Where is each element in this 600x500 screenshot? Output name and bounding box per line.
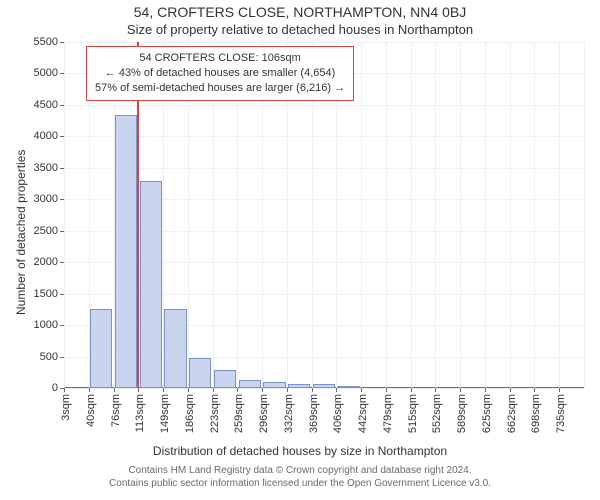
x-tick-label: 40sqm [85,361,97,394]
annotation-box: 54 CROFTERS CLOSE: 106sqm ← 43% of detac… [86,46,354,101]
y-tick-label: 5500 [34,36,64,48]
x-tick-label: 735sqm [555,355,567,394]
grid-line [386,42,387,388]
y-tick-label: 3500 [34,162,64,174]
annotation-line: 54 CROFTERS CLOSE: 106sqm [95,51,345,66]
footer: Contains HM Land Registry data © Crown c… [0,464,600,490]
annotation-line: ← 43% of detached houses are smaller (4,… [95,66,345,81]
y-tick-label: 1000 [34,319,64,331]
x-tick-label: 149sqm [159,355,171,394]
y-tick-label: 2000 [34,256,64,268]
chart-title-sub: Size of property relative to detached ho… [0,22,600,37]
grid-line [460,42,461,388]
y-tick-label: 500 [40,351,64,363]
y-tick-label: 3000 [34,193,64,205]
x-tick-label: 223sqm [209,355,221,394]
grid-line [64,42,65,388]
x-tick-label: 369sqm [308,355,320,394]
x-tick-label: 479sqm [382,355,394,394]
y-axis-label: Number of detached properties [14,150,28,315]
x-tick-label: 698sqm [530,355,542,394]
chart-title-main: 54, CROFTERS CLOSE, NORTHAMPTON, NN4 0BJ [0,4,600,20]
grid-line [64,168,584,169]
y-tick-label: 4500 [34,99,64,111]
grid-line [510,42,511,388]
x-tick-label: 186sqm [184,355,196,394]
x-tick-label: 589sqm [456,355,468,394]
grid-line [435,42,436,388]
x-tick-label: 625sqm [481,355,493,394]
grid-line [559,42,560,388]
x-axis-label: Distribution of detached houses by size … [0,444,600,458]
grid-line [411,42,412,388]
y-tick-label: 5000 [34,67,64,79]
annotation-line: 57% of semi-detached houses are larger (… [95,81,345,96]
grid-line [64,136,584,137]
grid-line [64,105,584,106]
histogram-bar [115,115,137,388]
x-tick-label: 515sqm [407,355,419,394]
x-tick-label: 296sqm [258,355,270,394]
grid-line [361,42,362,388]
y-tick-label: 4000 [34,130,64,142]
grid-line [534,42,535,388]
x-tick-label: 259sqm [233,355,245,394]
grid-line [64,42,584,43]
x-tick-label: 3sqm [60,367,72,394]
x-tick-label: 442sqm [357,355,369,394]
x-tick-label: 552sqm [431,355,443,394]
x-tick-label: 76sqm [110,361,122,394]
y-tick-label: 2500 [34,225,64,237]
footer-line: Contains HM Land Registry data © Crown c… [0,464,600,477]
grid-line [485,42,486,388]
x-tick-label: 113sqm [134,356,146,394]
y-tick-label: 1500 [34,288,64,300]
footer-line: Contains public sector information licen… [0,477,600,490]
x-tick-label: 332sqm [283,355,295,394]
x-tick-label: 406sqm [332,355,344,394]
x-tick-label: 662sqm [506,355,518,394]
